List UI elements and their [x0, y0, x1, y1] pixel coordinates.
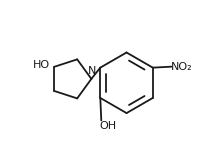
Text: NO₂: NO₂	[171, 62, 192, 72]
Text: OH: OH	[99, 121, 116, 131]
Text: N: N	[88, 66, 96, 77]
Text: HO: HO	[33, 60, 50, 70]
